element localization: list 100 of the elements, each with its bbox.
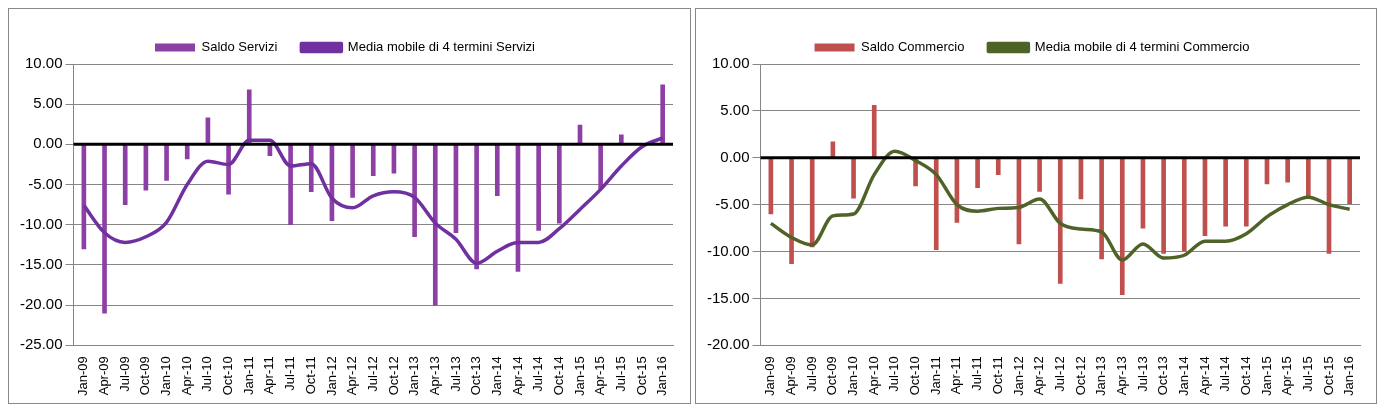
y-tick-label: -15.00 bbox=[19, 255, 63, 273]
y-tick-label: 10.00 bbox=[24, 54, 63, 72]
x-tick-label: Jan-12 bbox=[1010, 356, 1025, 396]
bar bbox=[494, 144, 500, 197]
y-tick-label: -15.00 bbox=[706, 288, 750, 306]
bar bbox=[536, 144, 541, 231]
x-tick-label: Oct-09 bbox=[823, 356, 839, 396]
y-tick-label: 0.00 bbox=[719, 147, 750, 165]
bar bbox=[871, 104, 877, 158]
bar bbox=[1284, 157, 1290, 183]
x-tick-label: Apr-13 bbox=[426, 356, 442, 396]
x-tick-label: Apr-11 bbox=[261, 356, 277, 395]
bar bbox=[1119, 157, 1125, 295]
x-tick-label: Oct-12 bbox=[1072, 356, 1088, 396]
x-tick-label: Oct-13 bbox=[468, 356, 484, 396]
legend-label: Saldo Servizi bbox=[201, 39, 278, 55]
x-tick-label: Jul-15 bbox=[612, 356, 628, 392]
x-tick-label: Apr-09 bbox=[782, 356, 798, 396]
x-tick-label: Jul-15 bbox=[1299, 356, 1315, 392]
line-series bbox=[768, 149, 1351, 262]
x-tick-label: Apr-12 bbox=[344, 356, 360, 396]
bar bbox=[412, 144, 417, 238]
bar bbox=[350, 144, 355, 198]
x-tick-label: Jul-12 bbox=[364, 356, 380, 392]
bar bbox=[288, 144, 293, 226]
y-tick-label: -20.00 bbox=[19, 295, 63, 313]
bar bbox=[1098, 157, 1104, 260]
x-tick-label: Jul-11 bbox=[968, 356, 984, 391]
bar bbox=[102, 144, 107, 314]
bar bbox=[809, 157, 815, 248]
bar bbox=[1057, 157, 1063, 284]
bar bbox=[1181, 157, 1187, 251]
bar bbox=[246, 89, 252, 145]
x-tick-label: Oct-15 bbox=[633, 356, 649, 396]
bar bbox=[122, 144, 128, 205]
x-tick-label: Oct-15 bbox=[1320, 356, 1336, 396]
x-tick-label: Apr-14 bbox=[1196, 356, 1212, 396]
bar bbox=[660, 84, 665, 145]
legend-label: Media mobile di 4 termini Commercio bbox=[1034, 39, 1249, 55]
x-tick-label: Jul-13 bbox=[1134, 356, 1150, 392]
x-tick-label: Oct-10 bbox=[906, 356, 922, 396]
x-tick-label: Oct-10 bbox=[220, 356, 236, 396]
bar bbox=[1346, 157, 1352, 205]
x-tick-label: Jan-09 bbox=[75, 356, 91, 396]
bar bbox=[432, 144, 438, 306]
x-tick-label: Jul-12 bbox=[1051, 356, 1067, 392]
x-tick-label: Jan-10 bbox=[844, 356, 860, 396]
bar bbox=[933, 157, 939, 250]
x-tick-label: Oct-09 bbox=[137, 356, 153, 396]
x-tick-label: Oct-13 bbox=[1154, 356, 1170, 396]
bar bbox=[164, 144, 169, 181]
bar bbox=[308, 144, 314, 193]
bar bbox=[995, 157, 1001, 175]
bar bbox=[850, 157, 856, 199]
legend-label: Media mobile di 4 termini Servizi bbox=[347, 39, 536, 55]
x-tick-label: Apr-15 bbox=[592, 356, 608, 396]
y-tick-label: -25.00 bbox=[19, 335, 63, 353]
x-tick-label: Jan-16 bbox=[1340, 356, 1356, 396]
x-tick-label: Jan-11 bbox=[240, 356, 256, 396]
x-tick-label: Jul-14 bbox=[1216, 356, 1232, 392]
x-tick-label: Oct-11 bbox=[302, 356, 318, 395]
x-tick-label: Jul-13 bbox=[447, 356, 463, 392]
y-tick-label: -10.00 bbox=[19, 214, 63, 232]
bar bbox=[556, 144, 562, 224]
x-tick-label: Jan-10 bbox=[158, 356, 174, 396]
x-tick-label: Jul-11 bbox=[282, 356, 298, 391]
bar bbox=[1305, 157, 1311, 199]
bar bbox=[226, 144, 231, 195]
x-tick-label: Jul-10 bbox=[885, 356, 901, 392]
x-tick-label: Apr-15 bbox=[1278, 356, 1294, 396]
x-tick-label: Jan-15 bbox=[1258, 356, 1274, 396]
y-tick-label: 5.00 bbox=[719, 101, 750, 119]
x-tick-label: Jul-09 bbox=[803, 356, 819, 392]
y-tick-label: -20.00 bbox=[706, 335, 750, 353]
x-tick-label: Apr-11 bbox=[947, 356, 963, 395]
x-tick-label: Apr-10 bbox=[178, 356, 194, 396]
x-tick-label: Jul-09 bbox=[116, 356, 132, 392]
x-tick-label: Jan-16 bbox=[654, 356, 670, 396]
x-tick-label: Apr-14 bbox=[509, 356, 525, 396]
bar bbox=[1160, 157, 1166, 254]
x-tick-label: Apr-09 bbox=[96, 356, 112, 396]
bar bbox=[370, 144, 376, 177]
y-tick-label: -5.00 bbox=[714, 194, 750, 212]
x-tick-label: Jan-14 bbox=[488, 356, 504, 396]
bar bbox=[1036, 157, 1042, 192]
x-tick-label: Jan-11 bbox=[927, 356, 943, 396]
y-tick-label: -10.00 bbox=[706, 241, 750, 259]
x-tick-label: Jan-14 bbox=[1175, 356, 1191, 396]
x-tick-label: Oct-14 bbox=[550, 356, 566, 396]
x-tick-label: Apr-12 bbox=[1030, 356, 1046, 396]
x-tick-label: Apr-13 bbox=[1113, 356, 1129, 396]
x-tick-label: Oct-12 bbox=[385, 356, 401, 396]
bar bbox=[474, 144, 479, 270]
x-tick-label: Jan-09 bbox=[761, 356, 777, 396]
x-tick-label: Apr-10 bbox=[865, 356, 881, 396]
x-tick-label: Jul-14 bbox=[530, 356, 546, 392]
bar bbox=[1243, 157, 1249, 227]
legend-label: Saldo Commercio bbox=[860, 39, 964, 55]
bar bbox=[1222, 157, 1228, 227]
x-tick-label: Jan-15 bbox=[571, 356, 587, 396]
